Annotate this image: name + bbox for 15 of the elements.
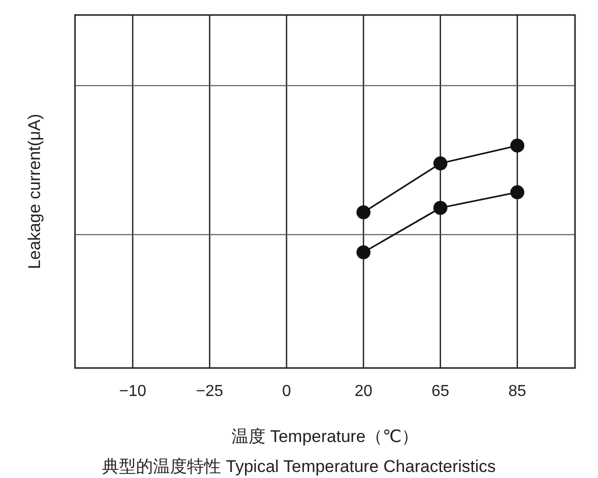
x-tick-label: 0 xyxy=(282,383,292,400)
point xyxy=(510,138,524,153)
x-axis-title: 温度 Temperature（℃） xyxy=(231,427,419,446)
x-tick-label: 65 xyxy=(431,383,450,400)
x-tick-label: 85 xyxy=(508,383,526,400)
x-tick-label: −10 xyxy=(119,383,146,400)
text: 典型的温度特性 Typical Temperature Characteristics xyxy=(102,457,496,476)
x-tick-label: −25 xyxy=(196,383,224,400)
point xyxy=(356,245,370,260)
point xyxy=(356,205,370,220)
point xyxy=(433,200,448,215)
point xyxy=(433,156,448,170)
y-axis-title: Leakage current(μA) xyxy=(25,114,44,270)
point xyxy=(510,185,524,200)
x-tick-label: 20 xyxy=(354,383,372,400)
